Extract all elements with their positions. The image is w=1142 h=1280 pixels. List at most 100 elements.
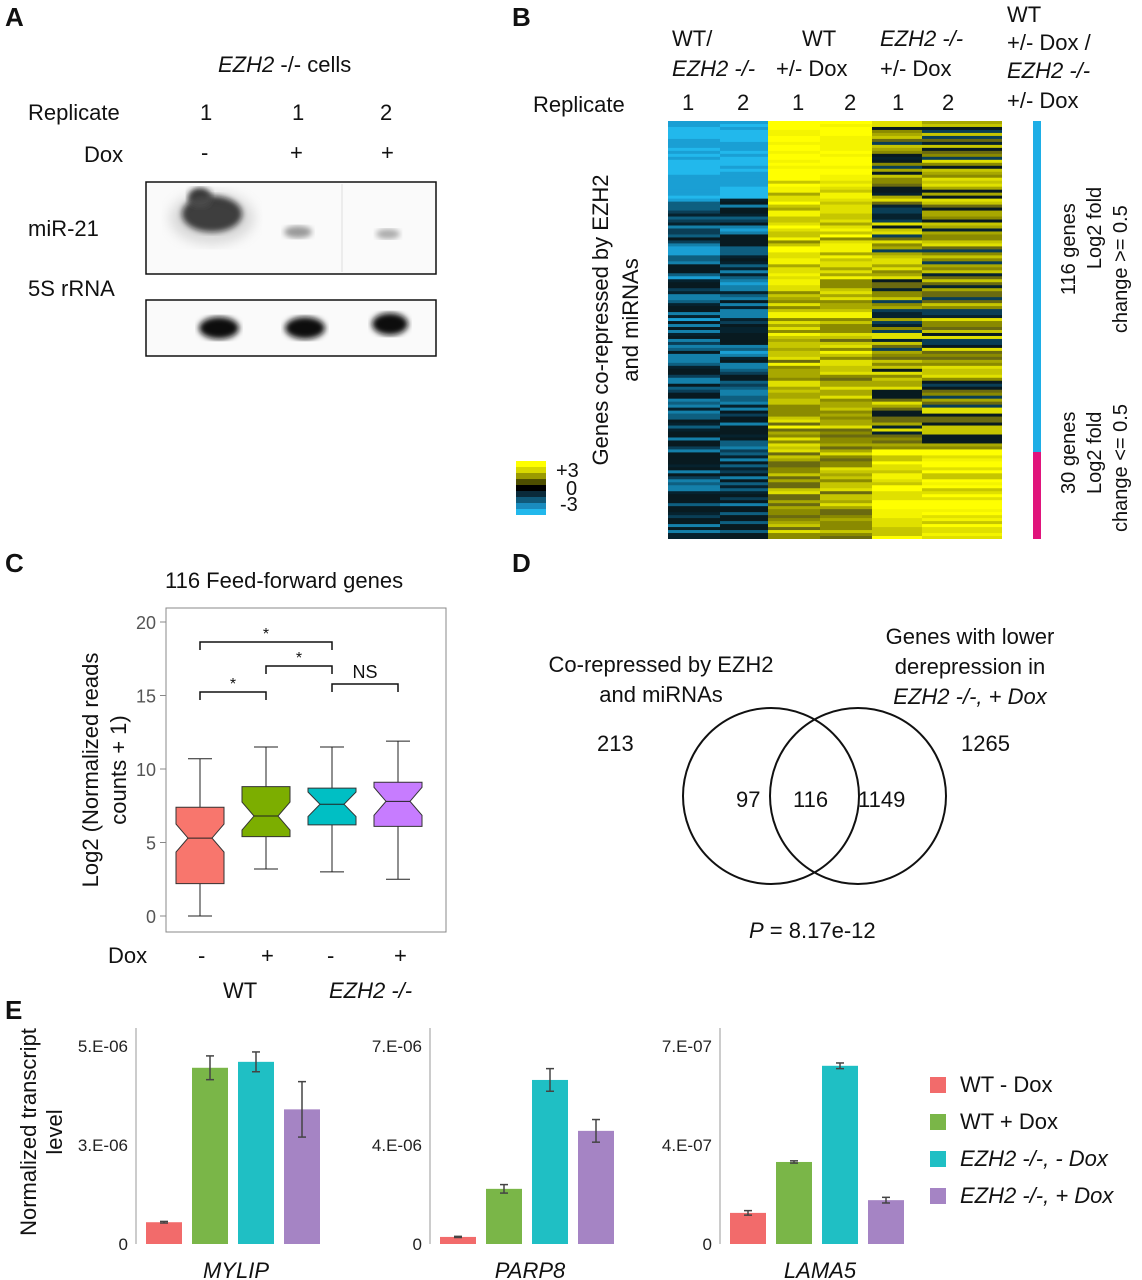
heatmap-cell xyxy=(668,288,720,292)
heatmap-cell xyxy=(668,312,720,316)
heatmap-cell xyxy=(720,141,768,146)
heatmap-cell xyxy=(720,270,768,274)
heatmap-cell xyxy=(768,446,820,451)
heatmap-cell xyxy=(922,204,1002,209)
heatmap-cell xyxy=(768,479,820,483)
bar xyxy=(440,1236,476,1244)
heatmap-cell xyxy=(720,383,768,388)
heatmap-cell xyxy=(668,518,720,522)
heatmap-cell xyxy=(768,482,820,486)
heatmap-cell xyxy=(872,335,922,340)
heatmap-cell xyxy=(668,180,720,185)
heatmap-cell xyxy=(720,237,768,242)
heatmap-cell xyxy=(768,285,820,289)
heatmap-cell xyxy=(668,485,720,489)
heatmap-cell xyxy=(820,413,872,418)
heatmap-cell xyxy=(720,509,768,513)
heatmap-cell xyxy=(872,162,922,167)
heatmap-cell xyxy=(820,515,872,519)
heatmap-cell xyxy=(922,446,1002,451)
heatmap-cell xyxy=(872,365,922,370)
heatmap-cell xyxy=(668,192,720,197)
heatmap-cell xyxy=(668,341,720,346)
heatmap-cell xyxy=(720,413,768,418)
heatmap-cell xyxy=(922,315,1002,319)
heatmap-cell xyxy=(720,353,768,358)
heatmap-cell xyxy=(872,410,922,415)
bar xyxy=(776,1161,812,1244)
scale-cell xyxy=(516,503,546,510)
heatmap-cell xyxy=(768,437,820,442)
heatmap-cell xyxy=(768,315,820,319)
heatmap-cell xyxy=(668,377,720,382)
heatmap-cell xyxy=(922,138,1002,143)
heatmap-cell xyxy=(768,383,820,388)
heatmap-cell xyxy=(768,455,820,459)
heatmap-cell xyxy=(872,255,922,259)
heatmap-cell xyxy=(668,201,720,206)
heatmap-cell xyxy=(720,282,768,286)
heatmap-cell xyxy=(872,249,922,253)
heatmap-cell xyxy=(720,458,768,462)
heatmap-cell xyxy=(720,198,768,203)
heatmap-cell xyxy=(872,467,922,471)
heatmap-cell xyxy=(872,330,922,334)
c-dox-4: + xyxy=(394,943,407,968)
venn-right-total: 1265 xyxy=(961,731,1010,756)
heatmap-cell xyxy=(768,491,820,495)
heatmap-cell xyxy=(820,443,872,448)
replicate-label: Replicate xyxy=(28,100,120,125)
heatmap-cell xyxy=(668,404,720,409)
heatmap-cell xyxy=(720,488,768,492)
heatmap-cell xyxy=(922,341,1002,346)
heatmap-cell xyxy=(768,344,820,349)
heatmap-cell xyxy=(768,368,820,373)
heatmap-cell xyxy=(768,449,820,454)
heatmap-cell xyxy=(768,419,820,424)
heatmap-cell xyxy=(872,153,922,158)
col-group-2-line2: +/- Dox xyxy=(776,56,848,81)
heatmap-cell xyxy=(820,464,872,468)
group1-count: 116 genes xyxy=(1058,203,1080,296)
heatmap-cell xyxy=(872,213,922,218)
heatmap-cell xyxy=(720,291,768,295)
heatmap-cell xyxy=(922,458,1002,462)
heatmap-cell xyxy=(820,132,872,137)
heatmap-cell xyxy=(820,231,872,236)
heatmap-cell xyxy=(668,159,720,164)
heatmap-cell xyxy=(922,276,1002,280)
heatmap-cell xyxy=(922,273,1002,277)
c-dox-3: - xyxy=(327,943,335,968)
heatmap-cell xyxy=(820,338,872,343)
heatmap-cell xyxy=(922,485,1002,489)
heatmap-cell xyxy=(720,240,768,245)
heatmap-cell xyxy=(720,419,768,424)
heatmap-cell xyxy=(668,380,720,385)
b-replicate-label: Replicate xyxy=(533,92,625,117)
heatmap-cell xyxy=(668,395,720,400)
heatmap-cell xyxy=(668,389,720,394)
heatmap-cell xyxy=(820,518,872,522)
b-rep-6: 2 xyxy=(942,90,955,115)
heatmap-cell xyxy=(720,309,768,313)
heatmap-cell xyxy=(922,246,1002,250)
legend-swatch-4 xyxy=(930,1188,946,1204)
heatmap-cell xyxy=(720,129,768,134)
heatmap-cell xyxy=(768,374,820,379)
heatmap-cell xyxy=(922,123,1002,128)
heatmap-cell xyxy=(720,288,768,292)
heatmap-cell xyxy=(922,389,1002,394)
heatmap-cell xyxy=(922,473,1002,477)
heatmap-cell xyxy=(922,356,1002,361)
heatmap-cell xyxy=(922,353,1002,358)
heatmap-cell xyxy=(768,255,820,259)
heatmap-cell xyxy=(922,359,1002,364)
heatmap-cell xyxy=(720,153,768,158)
heatmap-cell xyxy=(820,144,872,149)
heatmap-cell xyxy=(720,225,768,230)
heatmap-cell xyxy=(668,156,720,161)
heatmap-cell xyxy=(820,395,872,400)
heatmap-cell xyxy=(768,422,820,427)
heatmap-cell xyxy=(922,497,1002,501)
heatmap-cell xyxy=(922,180,1002,185)
